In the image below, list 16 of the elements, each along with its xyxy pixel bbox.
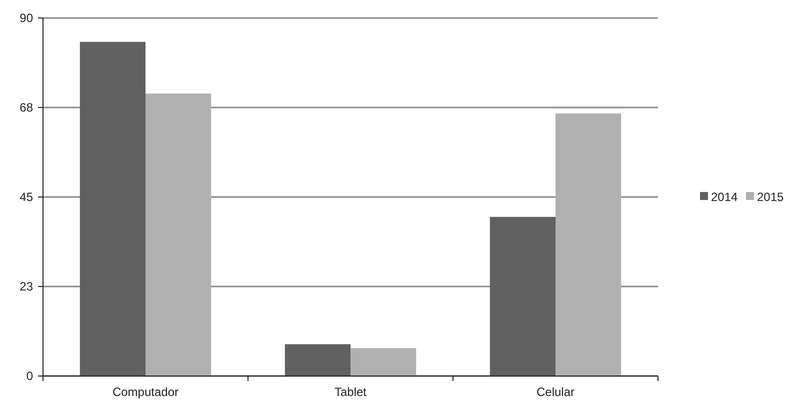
legend-label: 2014 [711, 190, 738, 204]
bar [490, 216, 556, 376]
bar [350, 348, 416, 376]
x-tick-label: Celular [536, 385, 575, 399]
y-tick-label: 45 [20, 190, 34, 204]
bar [146, 94, 212, 376]
bar [80, 42, 146, 376]
bar [556, 113, 622, 376]
x-tick-label: Tablet [334, 385, 368, 399]
bar [284, 344, 350, 376]
y-tick-label: 23 [20, 280, 34, 294]
y-tick-label: 68 [20, 100, 34, 115]
x-tick-label: Computador [112, 385, 179, 399]
legend-label: 2015 [757, 190, 784, 204]
y-tick-label: 0 [26, 369, 34, 384]
y-tick-label: 90 [20, 11, 34, 26]
